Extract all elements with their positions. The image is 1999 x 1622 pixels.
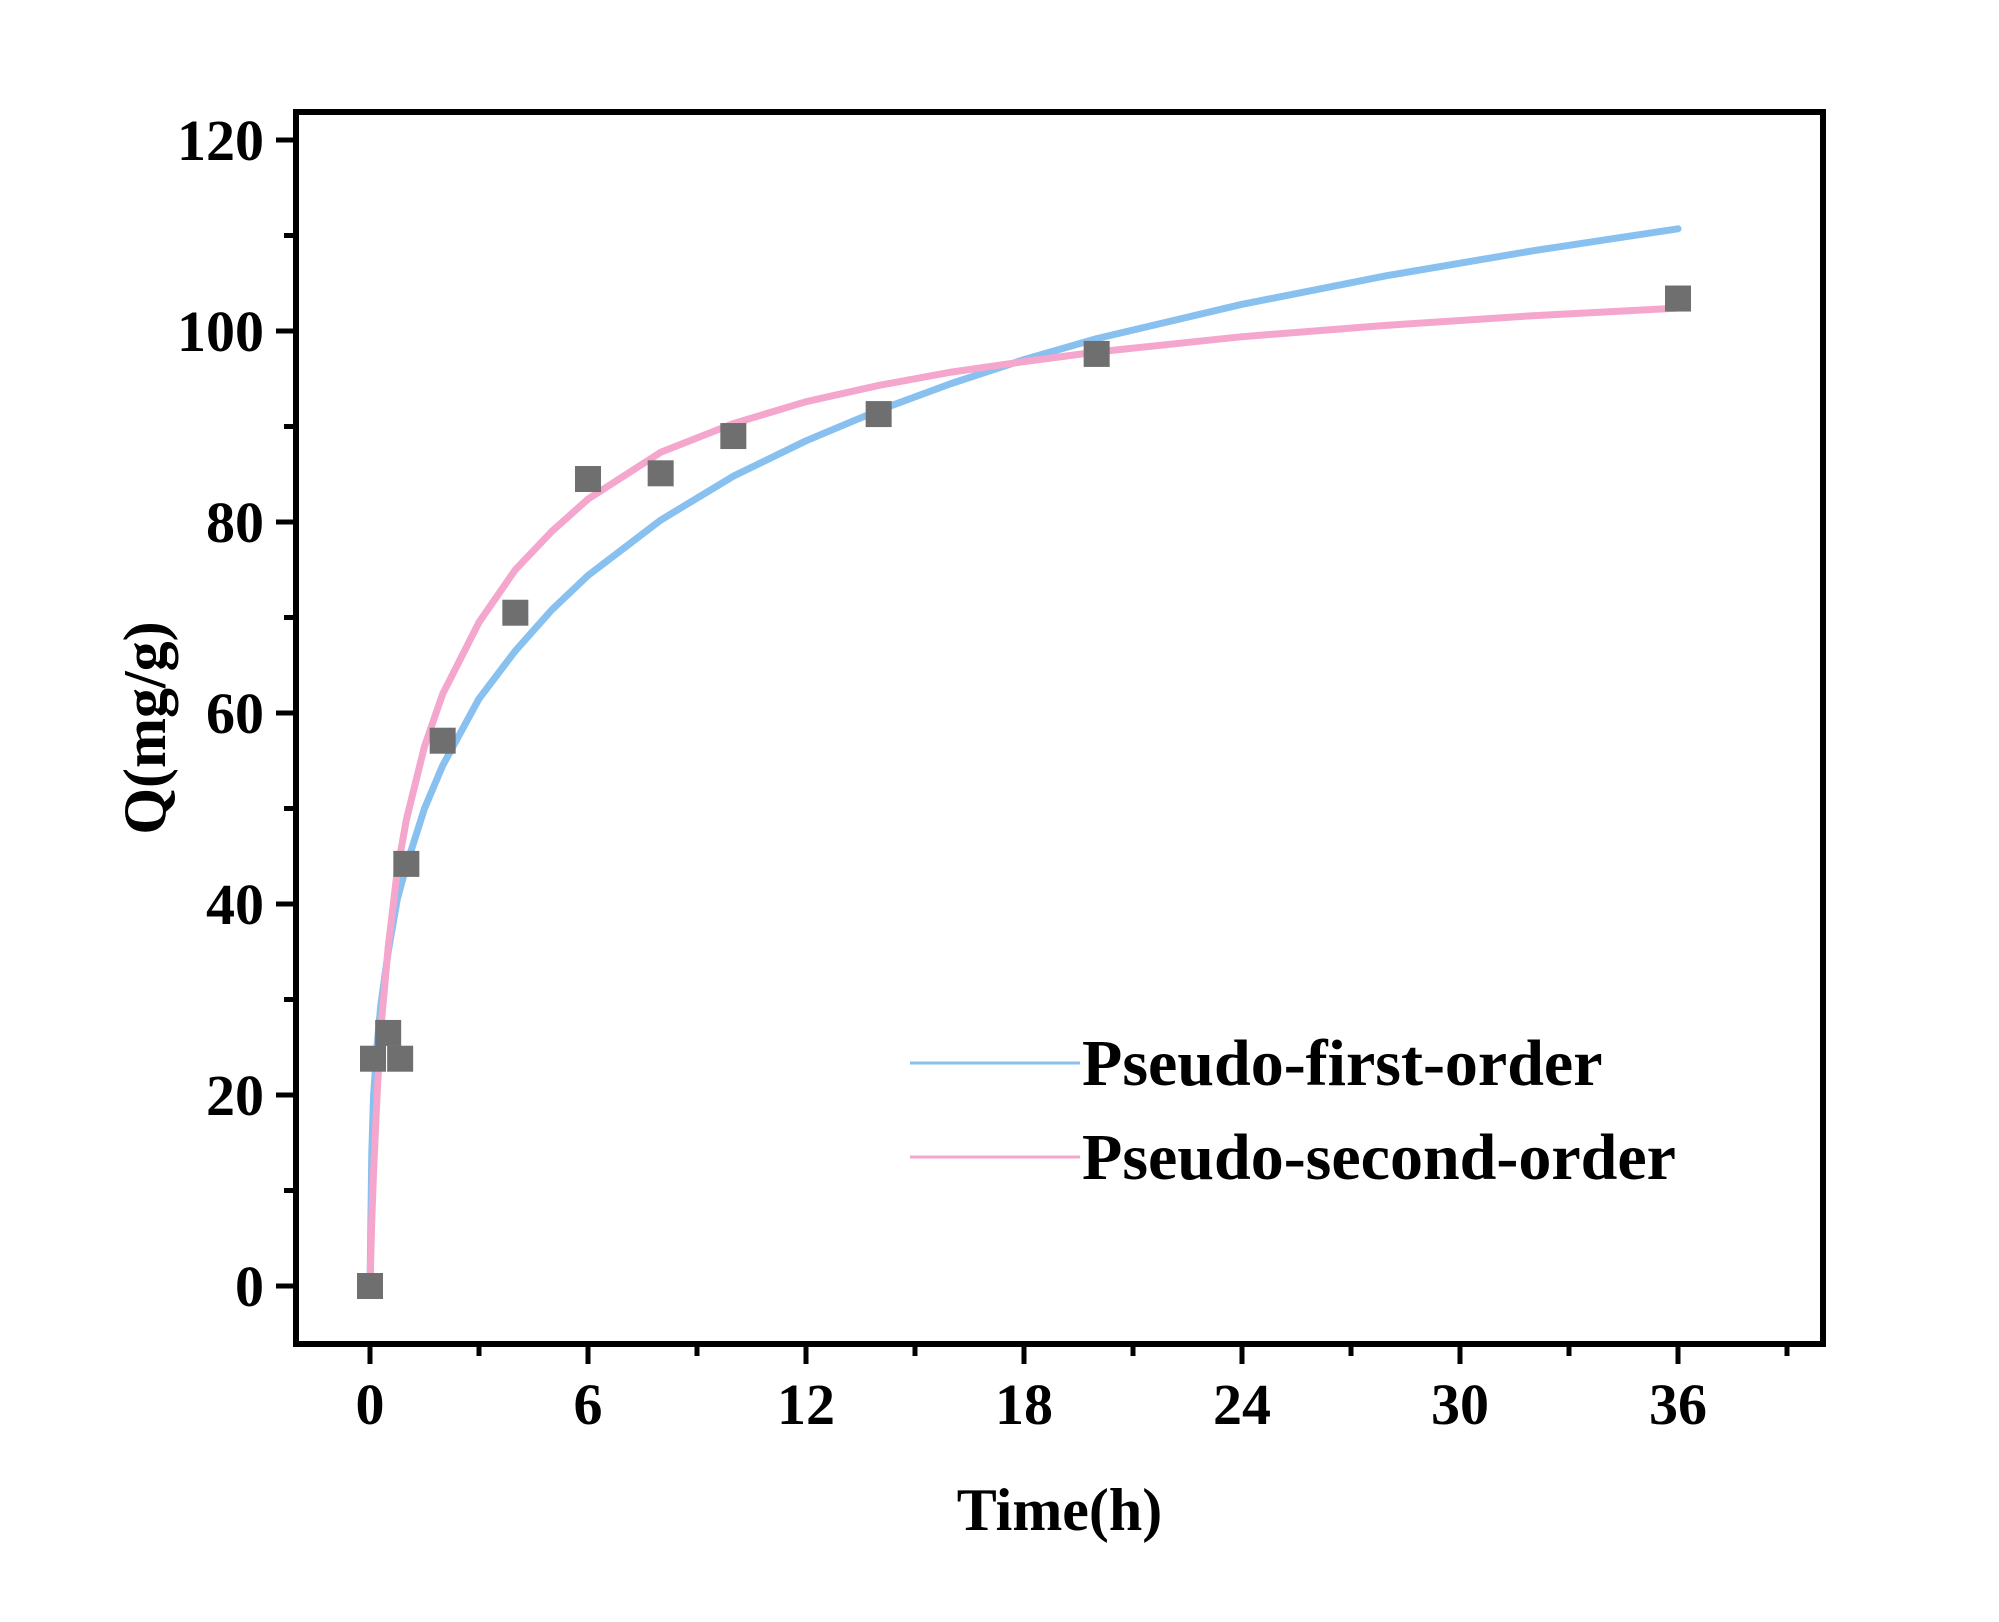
data-point: [720, 423, 747, 450]
y-tick-label: 120: [177, 108, 264, 173]
y-tick-label: 0: [235, 1254, 264, 1319]
plot-area-frame: [293, 109, 1826, 1347]
y-tick-label: 80: [206, 490, 264, 555]
data-point: [1665, 285, 1691, 312]
data-point: [647, 460, 674, 487]
experimental-points: [357, 285, 1691, 1299]
x-tick-label: 12: [777, 1372, 835, 1437]
y-tick-label: 40: [206, 872, 264, 937]
data-point: [575, 466, 601, 493]
data-point: [393, 850, 420, 877]
data-point: [375, 1019, 402, 1046]
data-point: [360, 1045, 387, 1072]
x-tick-label: 18: [995, 1372, 1053, 1437]
y-axis-title: Q(mg/g): [112, 621, 178, 834]
x-tick-label: 36: [1649, 1372, 1707, 1437]
data-point: [1083, 340, 1110, 367]
data-point: [502, 599, 529, 626]
x-tick-label: 24: [1213, 1372, 1271, 1437]
data-point: [387, 1045, 414, 1072]
data-point: [865, 401, 892, 428]
x-tick-label: 30: [1431, 1372, 1489, 1437]
legend-label: Pseudo-second-order: [1082, 1121, 1676, 1194]
legend: Pseudo-first-order Pseudo-second-order: [910, 1027, 1676, 1194]
x-tick-label: 0: [356, 1372, 385, 1437]
data-point: [429, 727, 456, 754]
y-tick-label: 20: [206, 1063, 264, 1128]
legend-label: Pseudo-first-order: [1082, 1027, 1603, 1100]
data-point: [357, 1273, 383, 1299]
y-tick-label: 60: [206, 681, 264, 746]
x-axis-title: Time(h): [957, 1477, 1163, 1543]
tick-labels: 0 6 12 18 24 30 36 0 20 40 60 80 100 120: [177, 108, 1707, 1437]
x-tick-label: 6: [574, 1372, 603, 1437]
y-tick-label: 100: [177, 299, 264, 364]
